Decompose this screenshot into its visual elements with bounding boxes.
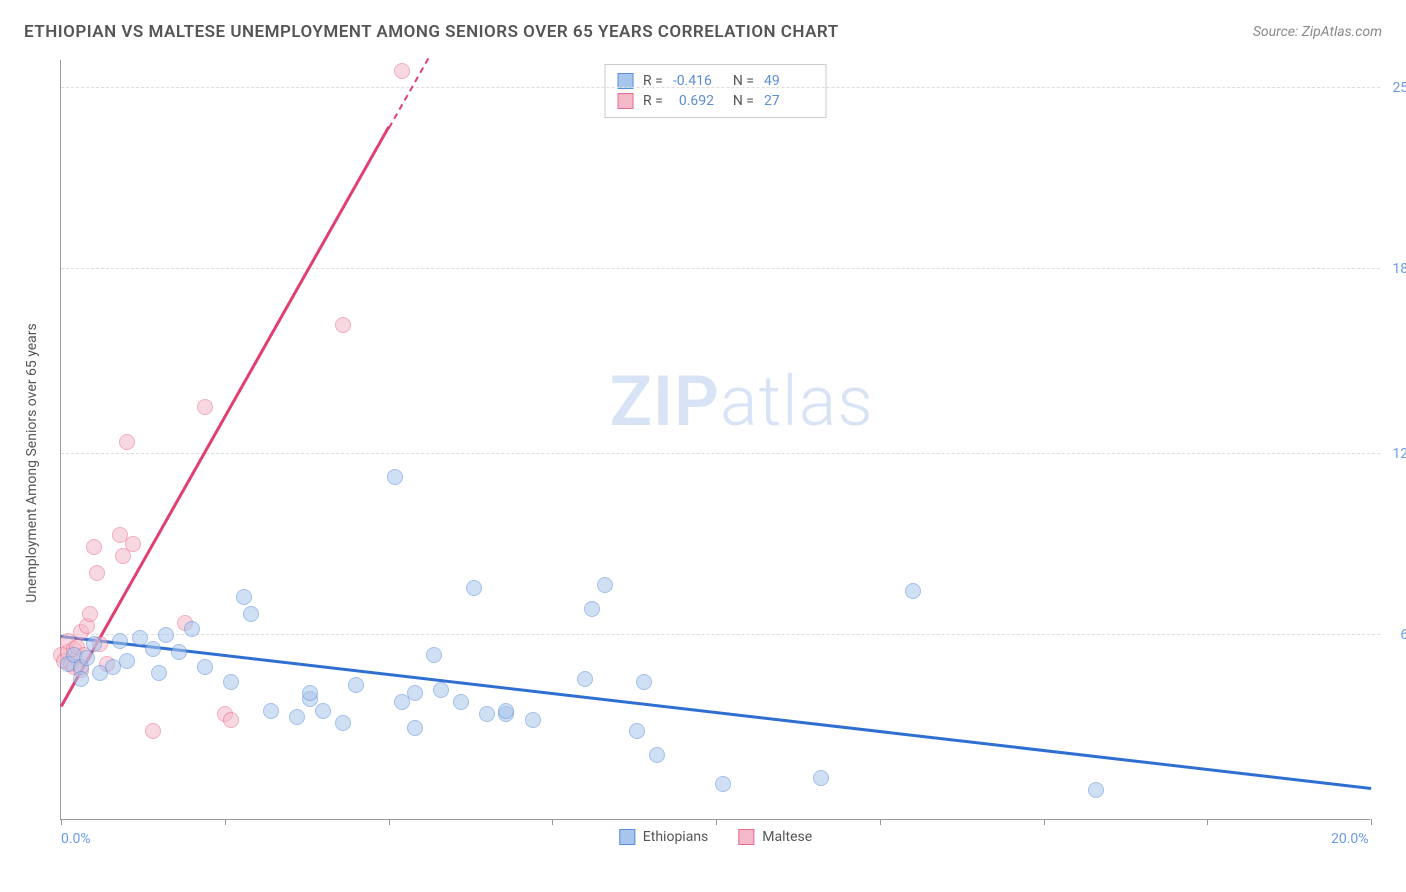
plot-region: ZIPatlas R = -0.416 N = 49 R = 0.692 N =… (60, 60, 1370, 820)
data-point (433, 682, 449, 698)
data-point (223, 674, 239, 690)
swatch-ethiopians-icon (619, 829, 635, 845)
data-point (171, 644, 187, 660)
data-point (407, 720, 423, 736)
data-point (132, 630, 148, 646)
data-point (151, 665, 167, 681)
data-point (315, 703, 331, 719)
data-point (86, 539, 102, 555)
gridline (61, 87, 1380, 88)
data-point (1088, 782, 1104, 798)
data-point (479, 706, 495, 722)
gridline (61, 268, 1380, 269)
data-point (145, 641, 161, 657)
data-point (905, 583, 921, 599)
data-point (407, 685, 423, 701)
y-tick-label: 6.3% (1375, 627, 1406, 643)
x-tick (716, 819, 717, 825)
x-tick (1371, 819, 1372, 825)
stats-row-maltese: R = 0.692 N = 27 (617, 91, 814, 111)
data-point (243, 606, 259, 622)
data-point (636, 674, 652, 690)
y-tick-label: 18.8% (1375, 261, 1406, 277)
x-tick (225, 819, 226, 825)
data-point (426, 647, 442, 663)
data-point (387, 469, 403, 485)
data-point (584, 601, 600, 617)
x-tick (1207, 819, 1208, 825)
x-tick (552, 819, 553, 825)
legend-bottom: Ethiopians Maltese (619, 829, 812, 845)
x-tick-label: 20.0% (1331, 831, 1369, 847)
data-point (86, 636, 102, 652)
data-point (302, 685, 318, 701)
data-point (82, 606, 98, 622)
legend-item-maltese: Maltese (738, 829, 812, 845)
data-point (335, 715, 351, 731)
y-tick-label: 12.5% (1375, 446, 1406, 462)
legend-item-ethiopians: Ethiopians (619, 829, 708, 845)
data-point (498, 703, 514, 719)
data-point (197, 399, 213, 415)
data-point (335, 317, 351, 333)
trendline (61, 635, 1371, 789)
data-point (453, 694, 469, 710)
data-point (525, 712, 541, 728)
chart-area: Unemployment Among Seniors over 65 years… (50, 60, 1380, 850)
x-tick (880, 819, 881, 825)
source-attribution: Source: ZipAtlas.com (1253, 24, 1382, 40)
data-point (813, 770, 829, 786)
data-point (125, 536, 141, 552)
chart-header: ETHIOPIAN VS MALTESE UNEMPLOYMENT AMONG … (24, 22, 1382, 42)
data-point (348, 677, 364, 693)
data-point (79, 650, 95, 666)
gridline (61, 453, 1380, 454)
data-point (158, 627, 174, 643)
data-point (394, 63, 410, 79)
data-point (119, 434, 135, 450)
data-point (112, 633, 128, 649)
x-tick (61, 819, 62, 825)
y-axis-label: Unemployment Among Seniors over 65 years (24, 323, 40, 603)
correlation-stats-box: R = -0.416 N = 49 R = 0.692 N = 27 (604, 64, 827, 118)
x-tick (1044, 819, 1045, 825)
gridline (61, 634, 1380, 635)
swatch-maltese (617, 93, 633, 109)
data-point (73, 671, 89, 687)
data-point (289, 709, 305, 725)
data-point (236, 589, 252, 605)
data-point (577, 671, 593, 687)
data-point (223, 712, 239, 728)
data-point (649, 747, 665, 763)
data-point (89, 565, 105, 581)
x-tick (389, 819, 390, 825)
data-point (597, 577, 613, 593)
data-point (629, 723, 645, 739)
data-point (715, 776, 731, 792)
data-point (184, 621, 200, 637)
data-point (145, 723, 161, 739)
data-point (263, 703, 279, 719)
x-tick-label: 0.0% (61, 831, 91, 847)
watermark: ZIPatlas (610, 361, 874, 443)
data-point (197, 659, 213, 675)
data-point (119, 653, 135, 669)
trendline (60, 127, 390, 708)
swatch-maltese-icon (738, 829, 754, 845)
y-tick-label: 25.0% (1375, 80, 1406, 96)
chart-title: ETHIOPIAN VS MALTESE UNEMPLOYMENT AMONG … (24, 22, 839, 42)
data-point (466, 580, 482, 596)
